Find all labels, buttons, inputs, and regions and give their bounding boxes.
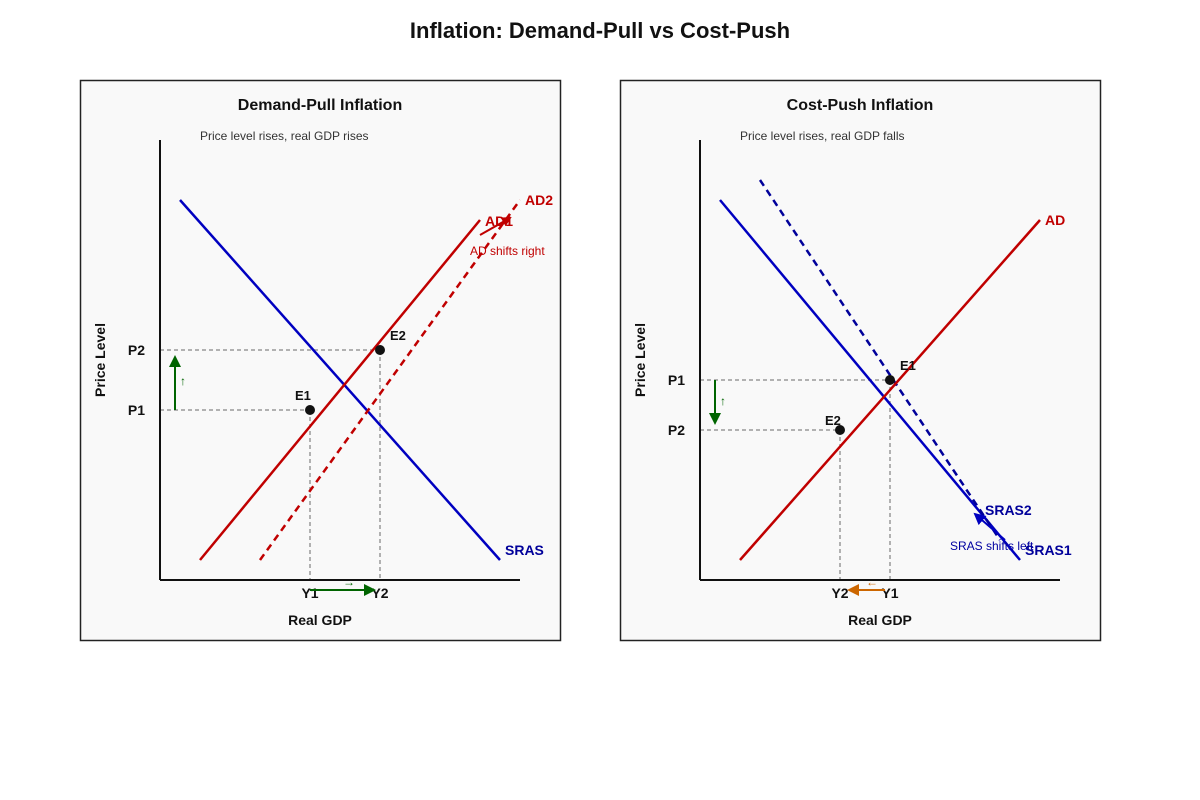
sras1-label: SRAS1 (1025, 542, 1072, 558)
demand-pull-title: Demand-Pull Inflation (238, 97, 402, 114)
sras-shift-arrow (973, 512, 1006, 541)
cp-p2-label: P2 (668, 422, 685, 438)
sras-curve (179, 199, 501, 561)
cp-price-mark: ↑ (720, 394, 726, 408)
cp-y2-label: Y2 (831, 585, 848, 601)
e2-label: E2 (390, 328, 406, 343)
ad2-label: AD2 (525, 192, 553, 208)
gdp-fall-mark: ← (866, 575, 878, 589)
cost-push-title: Cost-Push Inflation (787, 97, 934, 114)
sras-label: SRAS (505, 542, 544, 558)
e1-label: E1 (295, 388, 311, 403)
sras-shift-note: SRAS shifts left (950, 539, 1034, 553)
price-rise-mark: ↑ (180, 374, 186, 388)
cp-y1-label: Y1 (881, 585, 898, 601)
cp-p1-label: P1 (668, 372, 685, 388)
e2-point (375, 345, 385, 355)
ad-shift-note: AD shifts right (470, 244, 545, 258)
gdp-rise-mark: → (343, 575, 355, 589)
p2-label: P2 (128, 342, 145, 358)
cost-push-y-title: Price Level (632, 323, 648, 397)
demand-pull-x-title: Real GDP (288, 612, 352, 628)
ad-shift-arrow (479, 217, 512, 236)
e1-point (305, 405, 315, 415)
cp-e1-label: E1 (900, 358, 916, 373)
p1-label: P1 (128, 402, 145, 418)
sras2-label: SRAS2 (985, 502, 1032, 518)
cp-ad-label: AD (1045, 212, 1065, 228)
ad-curve (739, 219, 1041, 561)
cost-push-x-title: Real GDP (848, 612, 912, 628)
ad1-label: AD1 (485, 213, 513, 229)
main-title: Inflation: Demand-Pull vs Cost-Push (409, 18, 791, 43)
cp-e2-label: E2 (825, 413, 841, 428)
cp-e2-point (835, 425, 845, 435)
cp-e1-point (885, 375, 895, 385)
demand-pull-y-title: Price Level (92, 323, 108, 397)
ad2-curve (258, 199, 522, 561)
demand-pull-subtitle: Price level rises, real GDP rises (200, 129, 369, 143)
sras2-curve (758, 179, 1002, 541)
cost-push-subtitle: Price level rises, real GDP falls (740, 129, 905, 143)
sras1-curve (719, 199, 1021, 561)
ad1-curve (199, 219, 481, 561)
